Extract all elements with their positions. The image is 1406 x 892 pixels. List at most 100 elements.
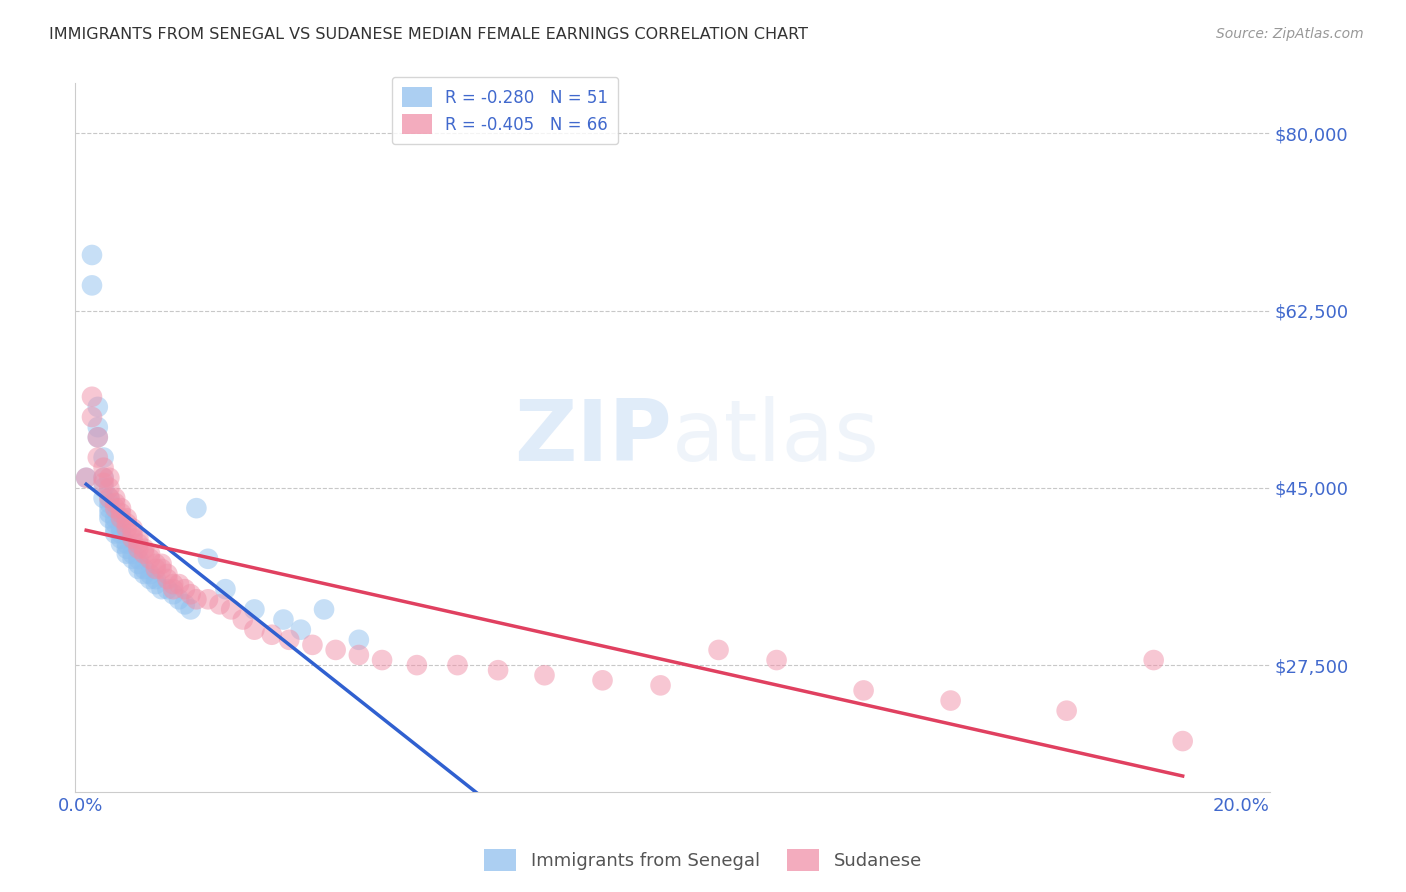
Point <box>156 572 179 586</box>
Point <box>87 430 110 444</box>
Point <box>134 541 156 556</box>
Text: ZIP: ZIP <box>515 396 672 479</box>
Point <box>156 582 179 597</box>
Point <box>173 598 195 612</box>
Point <box>110 521 132 535</box>
Point <box>290 623 312 637</box>
Point <box>98 511 121 525</box>
Point <box>162 577 184 591</box>
Text: Source: ZipAtlas.com: Source: ZipAtlas.com <box>1216 27 1364 41</box>
Point <box>214 582 236 597</box>
Point <box>93 471 115 485</box>
Point <box>93 460 115 475</box>
Point <box>134 547 156 561</box>
Point <box>80 278 103 293</box>
Point <box>98 501 121 516</box>
Point <box>243 602 266 616</box>
Point <box>98 471 121 485</box>
Point <box>278 632 301 647</box>
Point <box>98 506 121 520</box>
Point <box>197 592 219 607</box>
Point <box>243 623 266 637</box>
Point <box>219 602 242 616</box>
Point <box>115 511 138 525</box>
Point <box>104 491 127 505</box>
Point <box>150 557 173 571</box>
Point <box>301 638 323 652</box>
Point <box>1171 734 1194 748</box>
Point <box>104 496 127 510</box>
Point <box>104 501 127 516</box>
Point <box>121 521 143 535</box>
Point <box>80 390 103 404</box>
Point <box>145 577 167 591</box>
Point <box>87 400 110 414</box>
Point <box>145 572 167 586</box>
Point <box>115 521 138 535</box>
Point <box>405 658 427 673</box>
Point <box>446 658 468 673</box>
Point <box>533 668 555 682</box>
Point <box>110 526 132 541</box>
Point <box>371 653 394 667</box>
Point <box>93 491 115 505</box>
Point <box>87 430 110 444</box>
Point <box>104 511 127 525</box>
Point <box>110 532 132 546</box>
Point <box>98 496 121 510</box>
Point <box>121 526 143 541</box>
Point <box>93 475 115 490</box>
Point <box>486 663 509 677</box>
Point <box>162 587 184 601</box>
Point <box>162 582 184 597</box>
Point <box>325 643 347 657</box>
Point <box>273 613 295 627</box>
Point <box>1143 653 1166 667</box>
Point <box>121 547 143 561</box>
Point <box>650 678 672 692</box>
Point <box>75 471 97 485</box>
Point <box>134 566 156 581</box>
Point <box>197 551 219 566</box>
Point <box>127 557 149 571</box>
Point <box>180 587 202 601</box>
Point <box>75 471 97 485</box>
Point <box>939 693 962 707</box>
Point <box>156 566 179 581</box>
Point <box>127 532 149 546</box>
Point <box>98 491 121 505</box>
Point <box>98 481 121 495</box>
Point <box>186 501 208 516</box>
Point <box>139 572 162 586</box>
Point <box>127 551 149 566</box>
Legend: R = -0.280   N = 51, R = -0.405   N = 66: R = -0.280 N = 51, R = -0.405 N = 66 <box>392 77 619 145</box>
Point <box>312 602 335 616</box>
Point <box>104 526 127 541</box>
Point <box>93 481 115 495</box>
Point <box>173 582 195 597</box>
Point <box>150 582 173 597</box>
Point <box>167 577 190 591</box>
Point <box>127 541 149 556</box>
Point <box>852 683 875 698</box>
Point <box>765 653 787 667</box>
Point <box>93 450 115 465</box>
Point <box>347 648 370 662</box>
Point <box>87 450 110 465</box>
Point <box>115 541 138 556</box>
Point <box>208 598 231 612</box>
Point <box>232 613 254 627</box>
Point <box>139 547 162 561</box>
Point <box>167 592 190 607</box>
Point <box>80 248 103 262</box>
Point <box>110 511 132 525</box>
Point <box>80 410 103 425</box>
Point <box>104 521 127 535</box>
Legend: Immigrants from Senegal, Sudanese: Immigrants from Senegal, Sudanese <box>477 842 929 879</box>
Point <box>1056 704 1078 718</box>
Point <box>121 532 143 546</box>
Point <box>180 602 202 616</box>
Point <box>139 566 162 581</box>
Point <box>260 628 283 642</box>
Point <box>121 551 143 566</box>
